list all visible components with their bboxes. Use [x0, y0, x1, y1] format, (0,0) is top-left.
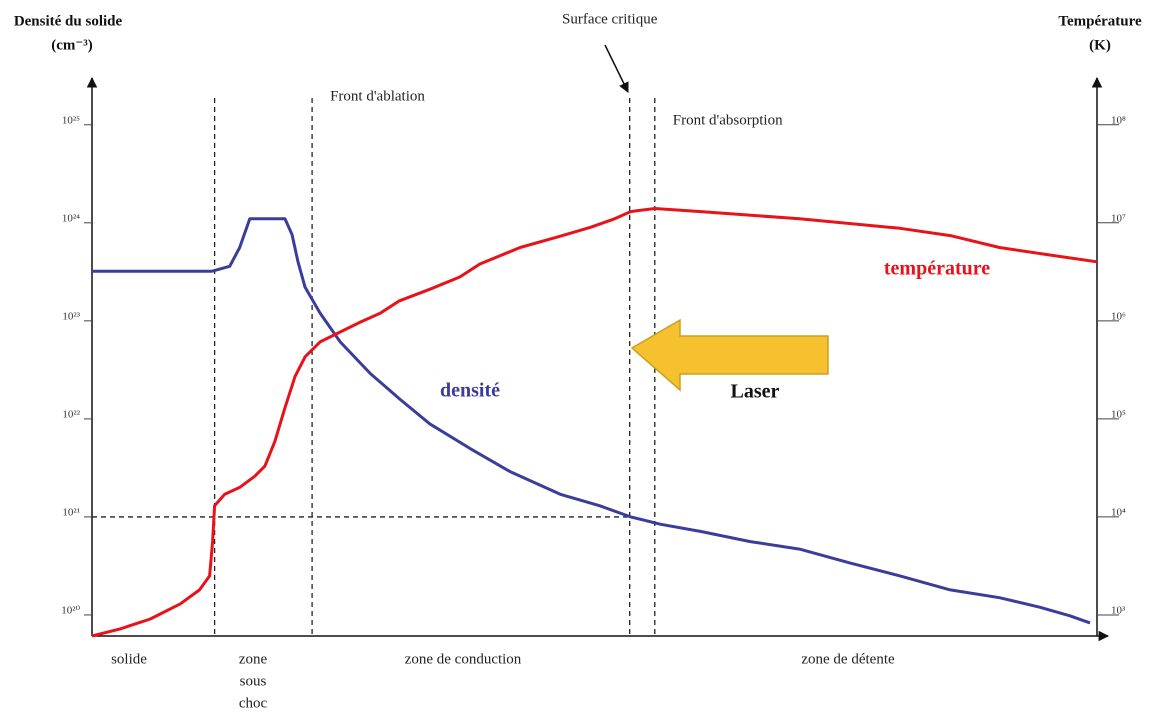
y2-axis-title: Température [1058, 13, 1142, 29]
y2-tick-label: 10⁴ [1111, 506, 1126, 518]
zone-label: zone de détente [801, 651, 895, 667]
boundary-label: Front d'absorption [673, 112, 783, 128]
y2-tick-label: 10⁵ [1111, 408, 1126, 420]
y2-tick-label: 10⁸ [1111, 114, 1126, 126]
y-tick-label: 10²⁵ [62, 114, 80, 126]
y-tick-label: 10²⁴ [62, 212, 80, 224]
y2-tick-label: 10³ [1111, 604, 1126, 616]
series-label: densité [440, 380, 500, 402]
y-axis-title: (cm⁻³) [51, 37, 93, 53]
zone-label: solide [111, 651, 147, 667]
y-tick-label: 10²¹ [62, 506, 80, 518]
y2-tick-label: 10⁶ [1111, 310, 1126, 322]
series-line [91, 207, 1098, 638]
y-tick-label: 10²² [62, 408, 80, 420]
boundary-label: Front d'ablation [330, 88, 425, 104]
laser-arrow [630, 318, 829, 392]
series-line [92, 217, 1091, 625]
y-tick-label: 10²³ [62, 310, 80, 322]
zone-label: choc [239, 695, 268, 711]
boundary-label: Surface critique [562, 11, 658, 27]
critical-arrow [604, 44, 629, 93]
zone-label: sous [240, 673, 267, 689]
y-tick-label: 10²⁰ [61, 604, 80, 616]
laser-label: Laser [731, 381, 780, 403]
y-axis-title: Densité du solide [14, 13, 123, 29]
zone-label: zone de conduction [405, 651, 522, 667]
y2-axis-title: (K) [1089, 37, 1111, 53]
series-label: température [884, 258, 990, 280]
zone-label: zone [239, 651, 268, 667]
y2-tick-label: 10⁷ [1111, 212, 1126, 224]
